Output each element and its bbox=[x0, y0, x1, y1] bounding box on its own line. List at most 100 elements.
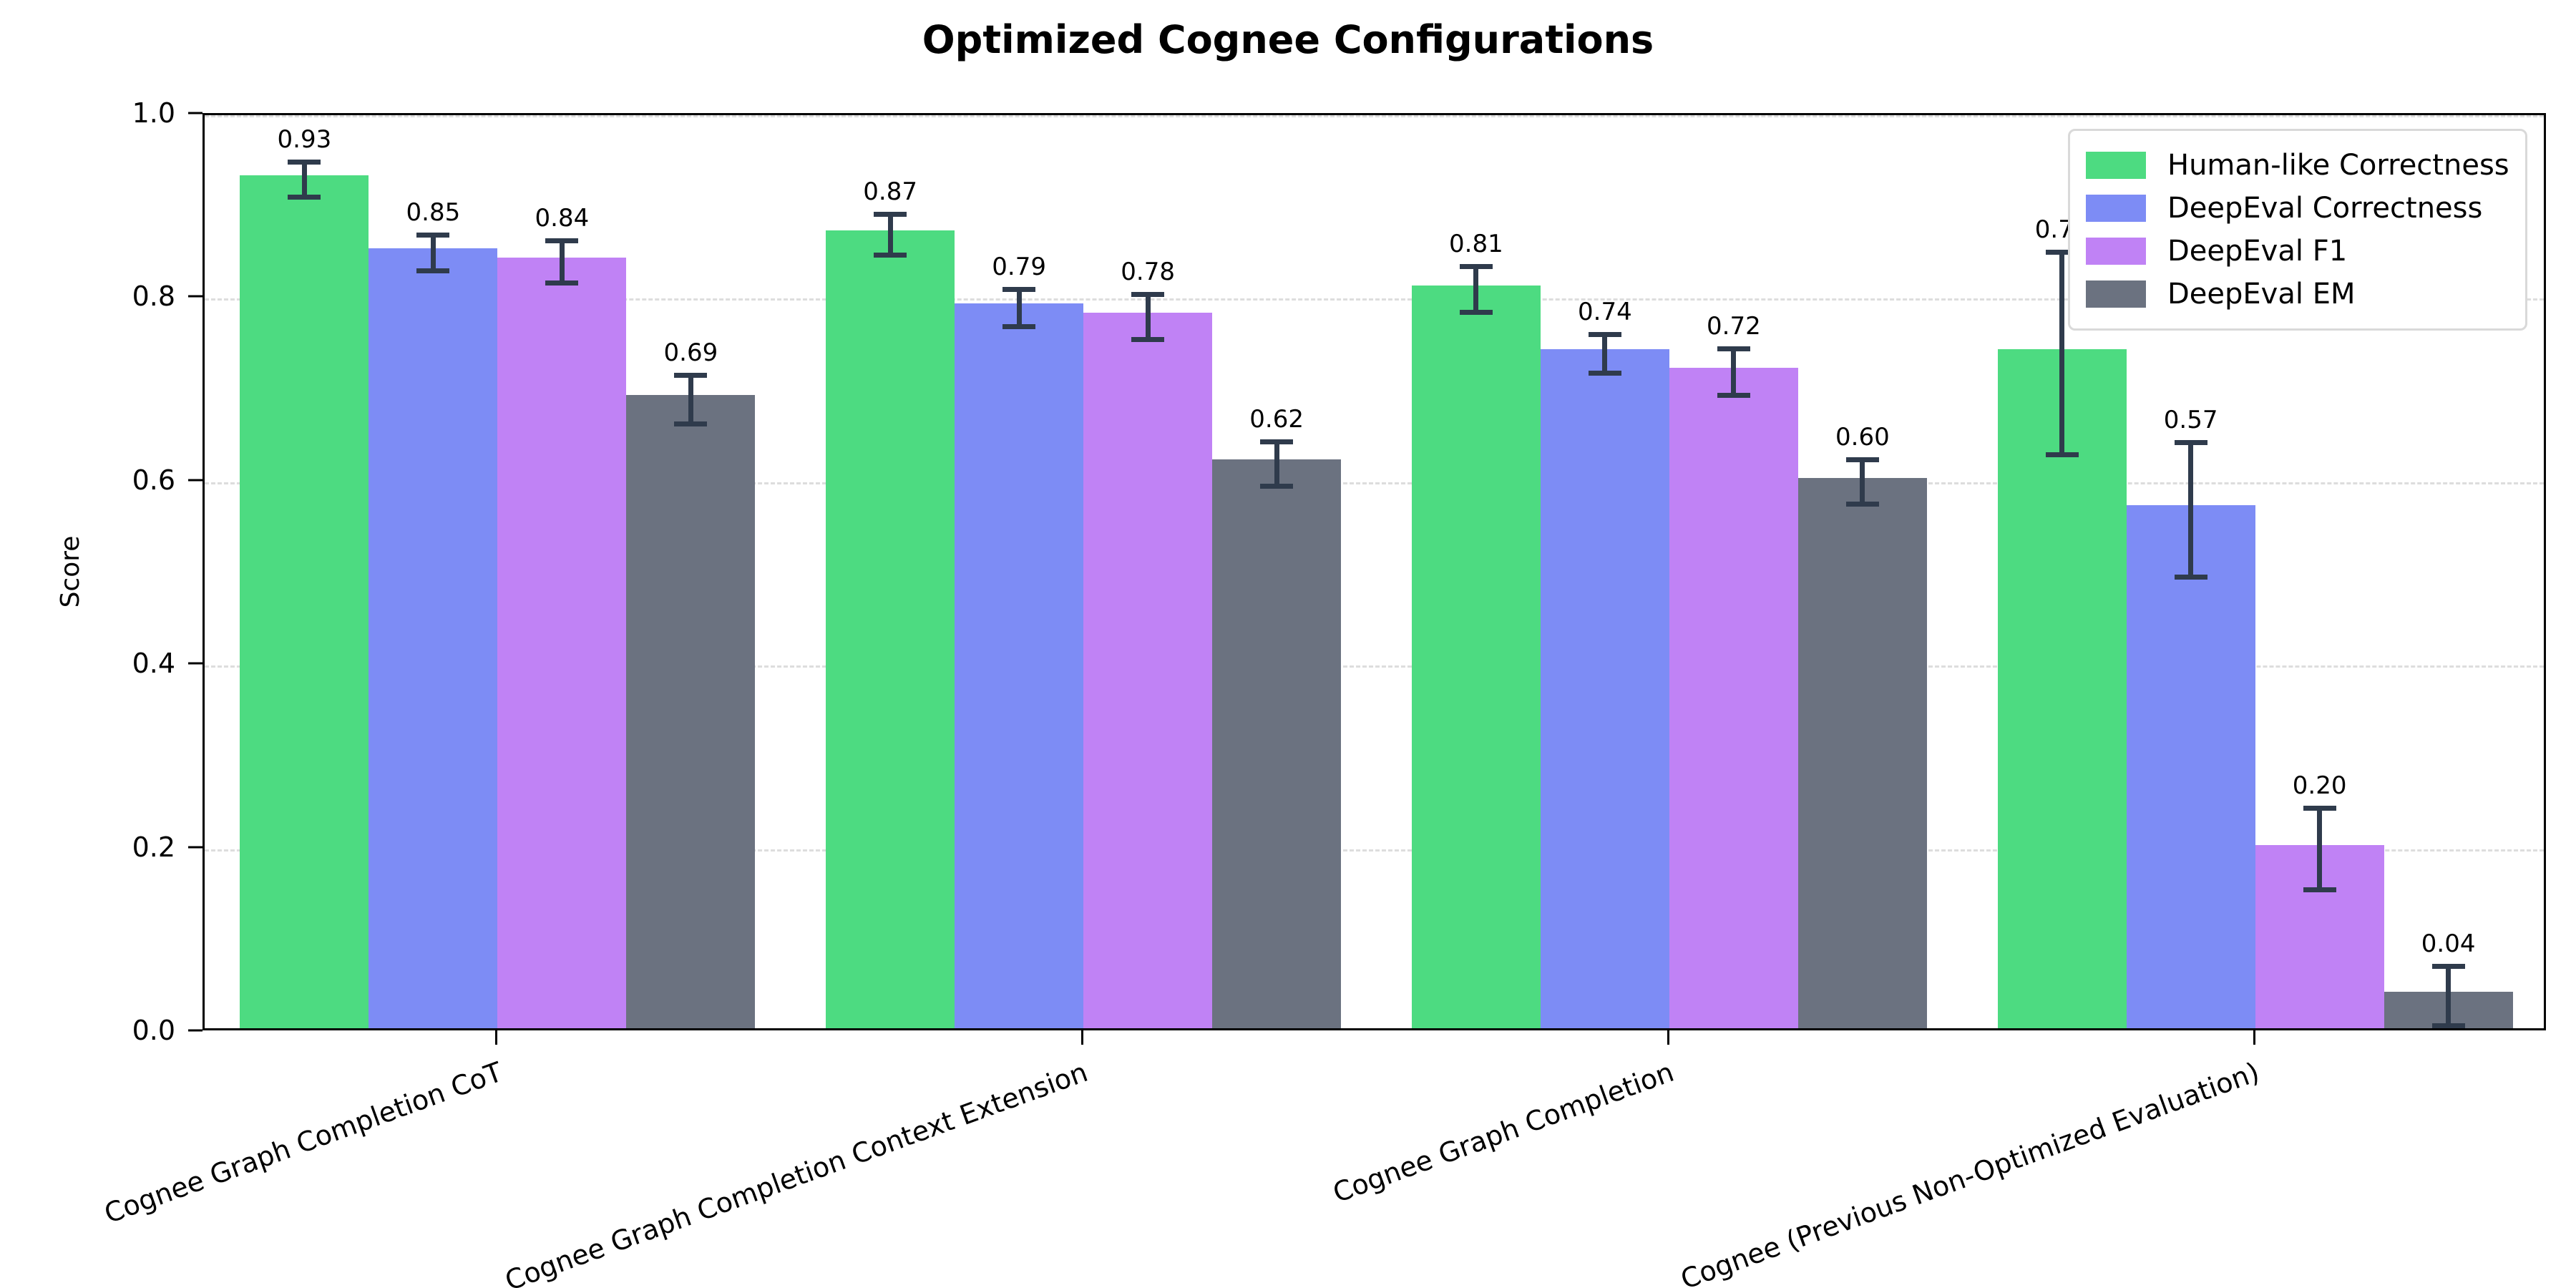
error-bar-cap-top bbox=[1845, 457, 1879, 463]
bar bbox=[240, 175, 369, 1028]
gridline bbox=[205, 115, 2544, 117]
error-bar-cap-bottom bbox=[2431, 1023, 2465, 1028]
error-bar-stem bbox=[1731, 346, 1737, 398]
bar bbox=[1997, 349, 2127, 1028]
error-bar-cap-top bbox=[874, 211, 907, 217]
legend-item: Human-like Correctness bbox=[2086, 144, 2509, 187]
error-bar-cap-bottom bbox=[2174, 574, 2207, 580]
bar-value-label: 0.78 bbox=[1121, 258, 1175, 287]
error-bar-cap-bottom bbox=[1002, 323, 1036, 329]
legend-label: DeepEval EM bbox=[2167, 278, 2356, 311]
error-bar-cap-bottom bbox=[1717, 392, 1750, 398]
y-tick-mark bbox=[188, 112, 203, 114]
y-tick-mark bbox=[188, 662, 203, 665]
error-bar-stem bbox=[2446, 963, 2451, 1028]
bar-value-label: 0.84 bbox=[535, 203, 590, 233]
bar bbox=[626, 395, 756, 1028]
error-bar bbox=[240, 159, 369, 200]
bar bbox=[497, 258, 627, 1028]
error-bar-stem bbox=[430, 233, 436, 273]
y-tick-label: 0.4 bbox=[132, 648, 175, 680]
error-bar-cap-top bbox=[2174, 439, 2207, 445]
error-bar-cap-bottom bbox=[416, 268, 450, 273]
value-labels-layer: 0.93 0.85 0.84 0.69 0.87 0.79 0.78 0.62 0.81 0.74… bbox=[205, 115, 2544, 1028]
error-bar-cap-bottom bbox=[1845, 502, 1879, 507]
y-tick-mark bbox=[188, 846, 203, 849]
bar bbox=[955, 303, 1084, 1028]
legend-swatch bbox=[2086, 152, 2146, 179]
legend-swatch bbox=[2086, 238, 2146, 265]
error-bar-stem bbox=[1473, 263, 1479, 316]
error-bar-cap-bottom bbox=[545, 280, 579, 286]
error-bar bbox=[1541, 331, 1669, 376]
error-bar bbox=[2255, 806, 2384, 892]
error-bar-cap-top bbox=[1717, 346, 1750, 352]
error-bar bbox=[369, 233, 497, 273]
bar-value-label: 0.04 bbox=[2421, 929, 2476, 958]
bar bbox=[2126, 505, 2255, 1028]
error-bar-stem bbox=[1016, 286, 1022, 329]
error-bar bbox=[626, 373, 755, 426]
error-bar-cap-top bbox=[1260, 439, 1294, 444]
error-bar bbox=[2127, 439, 2255, 580]
error-bar-cap-bottom bbox=[1260, 483, 1294, 489]
y-axis-ticks: 0.0 0.2 0.4 0.6 0.8 1.0 bbox=[0, 97, 203, 1046]
bar-value-label: 0.81 bbox=[1449, 229, 1503, 258]
error-bar-cap-bottom bbox=[288, 194, 321, 200]
bar bbox=[1411, 285, 1541, 1028]
error-bar-stem bbox=[1602, 331, 1608, 376]
error-bar-cap-top bbox=[1131, 292, 1165, 298]
legend-item: DeepEval EM bbox=[2086, 273, 2509, 316]
bar-value-label: 0.85 bbox=[406, 198, 461, 228]
error-bar-cap-bottom bbox=[1131, 336, 1165, 342]
error-bar-cap-top bbox=[1459, 263, 1493, 269]
legend-label: Human-like Correctness bbox=[2167, 149, 2509, 182]
error-bar-cap-bottom bbox=[1588, 371, 1621, 376]
bar bbox=[1797, 477, 1927, 1028]
error-bar-cap-bottom bbox=[2303, 887, 2336, 892]
error-bar-stem bbox=[559, 238, 565, 286]
error-bar-cap-top bbox=[2431, 963, 2465, 969]
gridline bbox=[205, 482, 2544, 484]
error-bar-cap-top bbox=[1588, 331, 1621, 337]
bar bbox=[1083, 313, 1213, 1028]
gridline bbox=[205, 665, 2544, 668]
error-bar-stem bbox=[1860, 457, 1865, 507]
error-bar bbox=[826, 211, 955, 258]
legend-item: DeepEval Correctness bbox=[2086, 187, 2509, 230]
bars-layer bbox=[205, 115, 2544, 1028]
error-bar-cap-top bbox=[1002, 286, 1036, 292]
bar-value-label: 0.72 bbox=[1707, 312, 1761, 341]
error-bar-stem bbox=[1145, 292, 1151, 342]
error-bar-cap-bottom bbox=[874, 252, 907, 258]
y-tick-label: 0.8 bbox=[132, 280, 175, 313]
error-bar-cap-bottom bbox=[674, 421, 708, 426]
y-tick-mark bbox=[188, 479, 203, 482]
error-bar bbox=[497, 238, 626, 286]
y-tick-label: 0.6 bbox=[132, 464, 175, 496]
y-tick-label: 0.0 bbox=[132, 1015, 175, 1046]
page-title: Optimized Cognee Configurations bbox=[922, 17, 1654, 62]
x-tick-label: Cognee Graph Completion Context Extensio… bbox=[501, 1056, 1092, 1288]
error-bar-cap-top bbox=[288, 159, 321, 165]
error-bar bbox=[1669, 346, 1798, 398]
legend-item: DeepEval F1 bbox=[2086, 230, 2509, 273]
error-bar bbox=[1798, 457, 1927, 507]
y-tick-mark bbox=[188, 1029, 203, 1032]
error-bar-cap-top bbox=[674, 373, 708, 379]
legend-label: DeepEval Correctness bbox=[2167, 192, 2483, 225]
error-bar bbox=[2384, 963, 2513, 1028]
gridlines bbox=[205, 115, 2544, 1028]
legend-swatch bbox=[2086, 195, 2146, 222]
error-bar bbox=[1412, 263, 1541, 316]
error-bar bbox=[1212, 439, 1341, 489]
bar-value-label: 0.57 bbox=[2163, 405, 2218, 434]
chart-legend: Human-like Correctness DeepEval Correctne… bbox=[2068, 129, 2527, 331]
x-tick-mark bbox=[2253, 1030, 2255, 1045]
error-bar-stem bbox=[1274, 439, 1279, 489]
error-bar bbox=[955, 286, 1083, 329]
error-bar-stem bbox=[887, 211, 893, 258]
bar-value-label: 0.62 bbox=[1249, 404, 1304, 434]
bar bbox=[1212, 459, 1342, 1028]
x-tick-mark bbox=[1081, 1030, 1084, 1045]
